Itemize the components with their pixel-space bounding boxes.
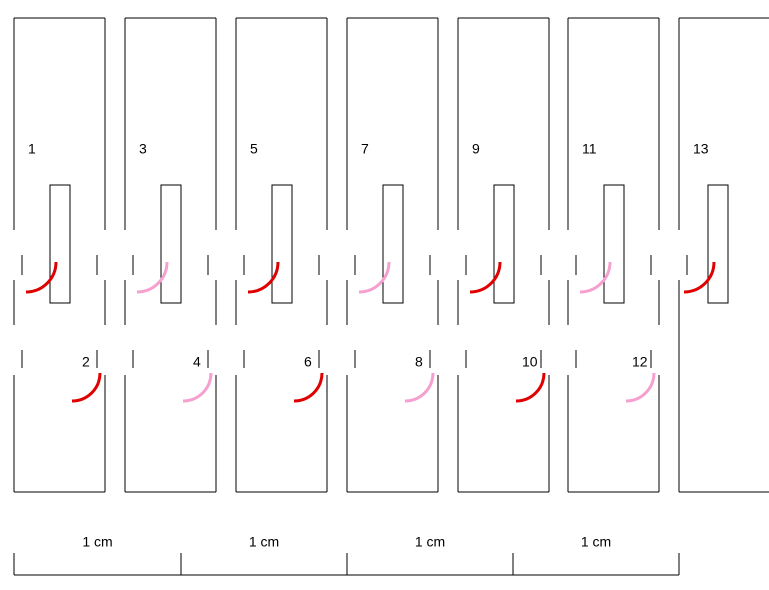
scale-label: 1 cm: [415, 534, 445, 550]
top-label: 1: [28, 141, 36, 157]
inner-slot: [160, 184, 182, 304]
inner-slot: [603, 184, 625, 304]
upper-arc: [683, 261, 716, 294]
bottom-label: 12: [632, 354, 648, 370]
lower-arc: [625, 372, 656, 403]
inner-slot: [49, 184, 71, 304]
inner-slot: [707, 184, 729, 304]
top-label: 9: [472, 141, 480, 157]
top-label: 3: [139, 141, 147, 157]
upper-arc: [25, 261, 58, 294]
scale-label: 1 cm: [581, 534, 611, 550]
top-label: 11: [582, 141, 597, 157]
lower-arc: [293, 372, 324, 403]
bottom-label: 8: [415, 354, 423, 370]
top-label: 5: [250, 141, 258, 157]
upper-arc: [358, 261, 391, 294]
lower-arc: [515, 372, 546, 403]
scale-label: 1 cm: [82, 534, 112, 550]
scale-label: 1 cm: [249, 534, 279, 550]
top-label: 13: [693, 141, 709, 157]
lower-arc: [71, 372, 102, 403]
bottom-label: 6: [304, 354, 312, 370]
inner-slot: [493, 184, 515, 304]
lower-arc: [182, 372, 213, 403]
upper-arc: [579, 261, 612, 294]
upper-arc: [247, 261, 280, 294]
bottom-label: 2: [82, 354, 90, 370]
inner-slot: [382, 184, 404, 304]
bottom-label: 4: [193, 354, 201, 370]
bottom-label: 10: [522, 354, 538, 370]
lower-arc: [404, 372, 435, 403]
inner-slot: [271, 184, 293, 304]
upper-arc: [469, 261, 502, 294]
upper-arc: [136, 261, 169, 294]
top-label: 7: [361, 141, 369, 157]
